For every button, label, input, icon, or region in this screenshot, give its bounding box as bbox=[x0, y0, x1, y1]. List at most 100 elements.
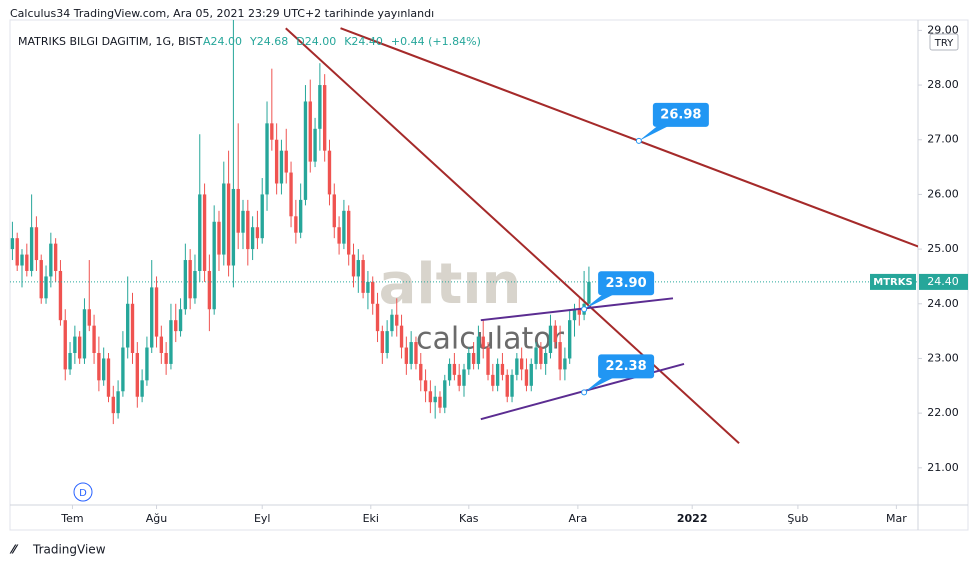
candle-body bbox=[255, 227, 260, 239]
candle-body bbox=[577, 309, 581, 315]
candle-body bbox=[399, 325, 404, 348]
candle-body bbox=[568, 320, 572, 359]
trend-line bbox=[340, 27, 918, 248]
candle-body bbox=[212, 221, 216, 310]
y-tick-label: 22.00 bbox=[927, 406, 959, 419]
candle-body bbox=[217, 221, 221, 255]
candle-body bbox=[380, 331, 385, 353]
candle-body bbox=[385, 331, 389, 353]
candle-body bbox=[558, 342, 562, 370]
x-tick-label: Mar bbox=[886, 512, 907, 525]
ohlc-value: Y24.68 bbox=[249, 35, 288, 48]
candle-body bbox=[539, 347, 543, 364]
candle-body bbox=[294, 216, 298, 233]
candle-body bbox=[58, 270, 63, 321]
candle-body bbox=[188, 260, 192, 299]
footer: TradingView bbox=[32, 543, 106, 557]
candle-body bbox=[563, 358, 567, 370]
x-tick-label: Ağu bbox=[146, 512, 167, 525]
candle-body bbox=[102, 358, 106, 381]
callout-pointer bbox=[584, 293, 617, 310]
candle-body bbox=[572, 309, 577, 321]
callout-pointer bbox=[584, 376, 617, 393]
candle-body bbox=[419, 363, 423, 381]
candle-body bbox=[347, 210, 351, 255]
callout-box bbox=[598, 271, 655, 296]
candle-body bbox=[356, 260, 360, 277]
candle-body bbox=[505, 374, 509, 397]
candle-body bbox=[34, 227, 39, 261]
candle-body bbox=[82, 309, 87, 359]
x-tick-label: Eyl bbox=[254, 512, 271, 525]
y-tick-label: 29.00 bbox=[927, 23, 959, 36]
x-tick-label: Ara bbox=[568, 512, 587, 525]
candle-body bbox=[491, 374, 495, 386]
candle-body bbox=[49, 243, 53, 277]
candle-body bbox=[121, 347, 125, 392]
candle-body bbox=[515, 358, 519, 375]
y-tick-label: 23.00 bbox=[927, 351, 959, 364]
ohlc-value: K24.40 bbox=[344, 35, 383, 48]
candle-body bbox=[198, 194, 202, 271]
candle-body bbox=[486, 347, 490, 375]
footer-logo: ⁄⁄ bbox=[9, 543, 19, 557]
candle-body bbox=[274, 139, 279, 184]
candle-body bbox=[150, 287, 154, 348]
candle-body bbox=[130, 303, 135, 353]
watermark-brand: altın bbox=[379, 252, 522, 317]
y-tick-label: 28.00 bbox=[927, 78, 959, 91]
candle-body bbox=[15, 238, 19, 266]
candle-body bbox=[77, 336, 82, 359]
candle-body bbox=[174, 320, 178, 332]
currency: TRY bbox=[934, 38, 954, 49]
y-tick-label: 24.00 bbox=[927, 297, 959, 310]
candle-body bbox=[433, 396, 437, 403]
callout-box bbox=[598, 354, 655, 379]
candle-body bbox=[164, 352, 168, 364]
candle-body bbox=[154, 287, 159, 337]
dividend-badge: D bbox=[79, 488, 87, 499]
candle-body bbox=[375, 303, 380, 332]
candle-body bbox=[222, 183, 226, 255]
candle-body bbox=[438, 396, 442, 408]
candle-body bbox=[332, 194, 336, 228]
candle-body bbox=[279, 150, 284, 184]
x-tick-label: 2022 bbox=[677, 512, 708, 525]
candle-body bbox=[457, 374, 461, 386]
candle-body bbox=[25, 254, 29, 271]
candle-body bbox=[395, 314, 399, 326]
candle-body bbox=[39, 260, 43, 299]
last-price-badge bbox=[919, 273, 968, 290]
candle-body bbox=[462, 369, 466, 386]
candle-body bbox=[126, 303, 130, 348]
callout-point bbox=[581, 389, 588, 396]
candle-body bbox=[183, 260, 188, 310]
candle-body bbox=[390, 314, 394, 332]
candle-body bbox=[73, 336, 77, 353]
candle-body bbox=[318, 85, 322, 129]
candle-body bbox=[452, 363, 457, 375]
candle-body bbox=[409, 342, 413, 364]
candle-body bbox=[366, 281, 370, 293]
candle-body bbox=[500, 363, 505, 375]
candle-body bbox=[87, 309, 91, 326]
ticker-label: MTRKS bbox=[873, 277, 912, 288]
x-tick-label: Eki bbox=[363, 512, 379, 525]
candle-body bbox=[428, 391, 433, 403]
y-tick-label: 26.00 bbox=[927, 187, 959, 200]
y-tick-label: 21.00 bbox=[927, 461, 959, 474]
currency-box bbox=[929, 33, 959, 51]
candle-body bbox=[327, 150, 332, 195]
callout-label: 22.38 bbox=[606, 359, 647, 374]
published-note: Calculus34 TradingView.com, Ara 05, 2021… bbox=[10, 7, 434, 20]
callout-label: 26.98 bbox=[660, 107, 701, 122]
candle-body bbox=[145, 347, 149, 381]
candle-body bbox=[111, 396, 115, 414]
candle-body bbox=[241, 210, 245, 233]
candle-body bbox=[106, 358, 111, 397]
candle-body bbox=[159, 336, 164, 353]
candle-body bbox=[322, 85, 327, 151]
candle-body bbox=[342, 210, 346, 244]
candle-body bbox=[587, 281, 591, 304]
